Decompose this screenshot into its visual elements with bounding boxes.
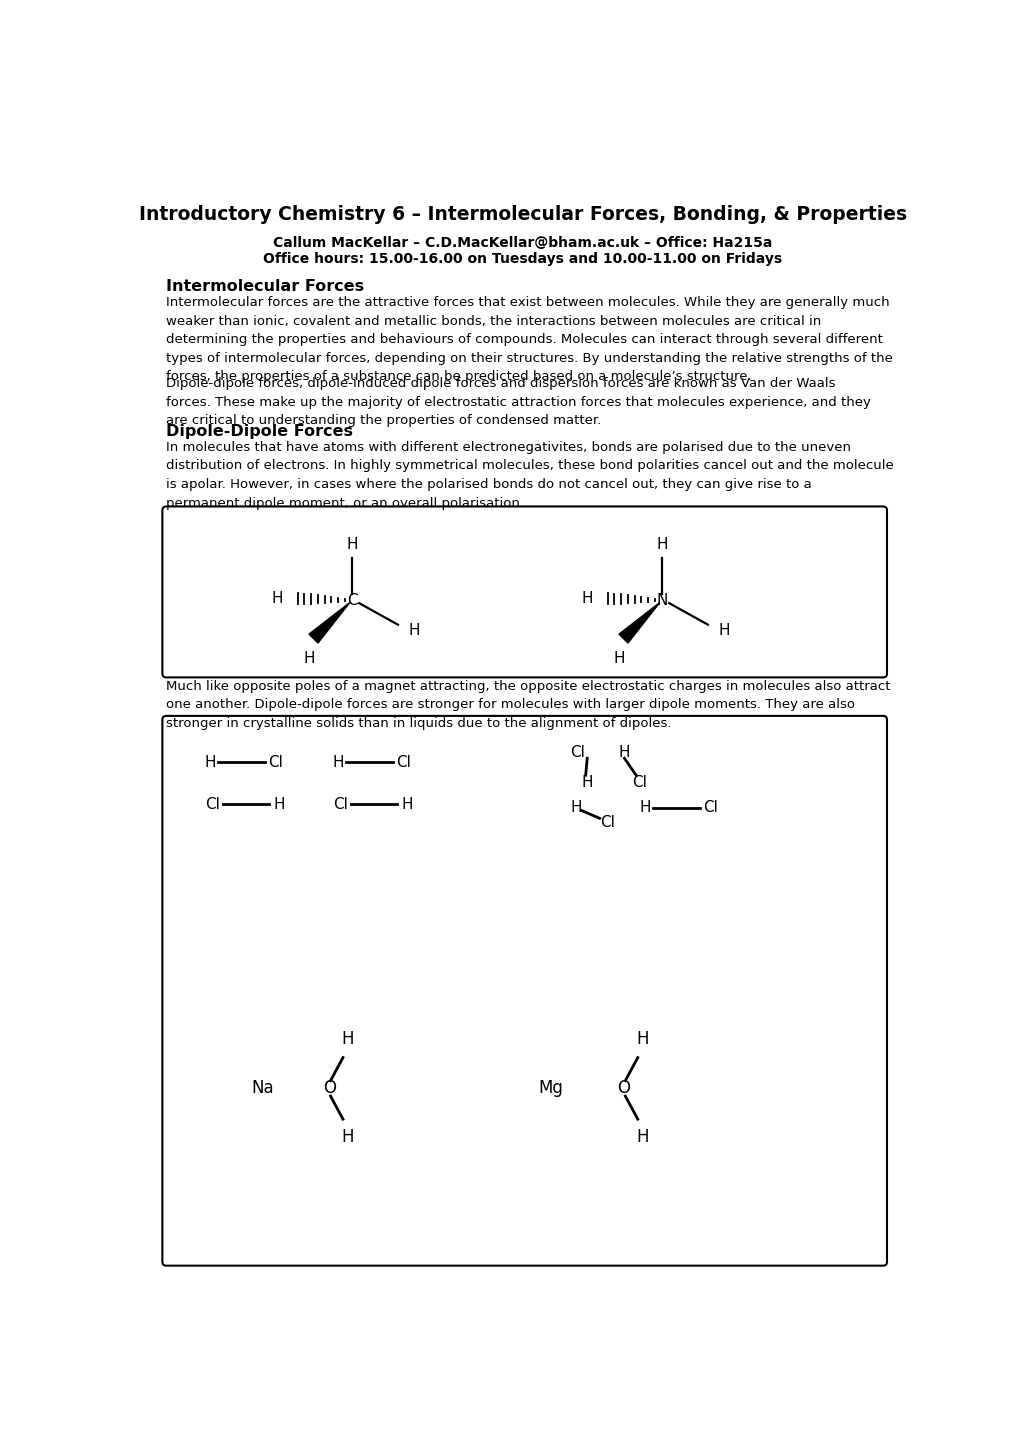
- Text: H: H: [612, 650, 624, 666]
- Text: H: H: [656, 536, 667, 552]
- Text: Intermolecular Forces: Intermolecular Forces: [166, 280, 364, 294]
- Text: H: H: [332, 754, 344, 770]
- Text: H: H: [409, 623, 420, 639]
- Text: H: H: [341, 1031, 354, 1048]
- Text: H: H: [581, 776, 593, 790]
- Text: H: H: [581, 591, 593, 606]
- Text: Much like opposite poles of a magnet attracting, the opposite electrostatic char: Much like opposite poles of a magnet att…: [166, 679, 890, 730]
- Text: Cl: Cl: [332, 797, 347, 812]
- Text: Dipole-Dipole Forces: Dipole-Dipole Forces: [166, 424, 353, 438]
- Text: Office hours: 15.00-16.00 on Tuesdays and 10.00-11.00 on Fridays: Office hours: 15.00-16.00 on Tuesdays an…: [263, 251, 782, 265]
- Text: H: H: [639, 800, 651, 815]
- Text: H: H: [273, 797, 284, 812]
- Polygon shape: [309, 603, 350, 643]
- Text: Dipole-dipole forces, dipole-induced dipole forces and dispersion forces are kno: Dipole-dipole forces, dipole-induced dip…: [166, 378, 870, 427]
- Text: H: H: [341, 1129, 354, 1146]
- Text: H: H: [205, 754, 216, 770]
- Text: H: H: [570, 800, 581, 815]
- FancyBboxPatch shape: [162, 715, 887, 1266]
- Text: In molecules that have atoms with different electronegativites, bonds are polari: In molecules that have atoms with differ…: [166, 441, 893, 509]
- Text: Cl: Cl: [268, 754, 283, 770]
- FancyBboxPatch shape: [162, 506, 887, 678]
- Text: Cl: Cl: [570, 744, 585, 760]
- Text: H: H: [400, 797, 412, 812]
- Text: H: H: [718, 623, 730, 639]
- Text: O: O: [322, 1080, 335, 1097]
- Text: C: C: [346, 593, 358, 607]
- Polygon shape: [619, 603, 659, 643]
- Text: Callum MacKellar – C.D.MacKellar@bham.ac.uk – Office: Ha215a: Callum MacKellar – C.D.MacKellar@bham.ac…: [273, 236, 771, 249]
- Text: H: H: [618, 744, 629, 760]
- Text: H: H: [271, 591, 283, 606]
- Text: N: N: [656, 593, 667, 607]
- Text: H: H: [636, 1129, 648, 1146]
- Text: Cl: Cl: [205, 797, 220, 812]
- Text: Mg: Mg: [538, 1080, 562, 1097]
- Text: Cl: Cl: [632, 776, 646, 790]
- Text: Na: Na: [252, 1080, 274, 1097]
- Text: H: H: [636, 1031, 648, 1048]
- Text: Introductory Chemistry 6 – Intermolecular Forces, Bonding, & Properties: Introductory Chemistry 6 – Intermolecula…: [139, 205, 906, 225]
- Text: Cl: Cl: [703, 800, 717, 815]
- Text: O: O: [618, 1080, 630, 1097]
- Text: H: H: [346, 536, 358, 552]
- Text: Intermolecular forces are the attractive forces that exist between molecules. Wh: Intermolecular forces are the attractive…: [166, 296, 893, 384]
- Text: H: H: [303, 650, 314, 666]
- Text: Cl: Cl: [396, 754, 411, 770]
- Text: Cl: Cl: [599, 815, 613, 831]
